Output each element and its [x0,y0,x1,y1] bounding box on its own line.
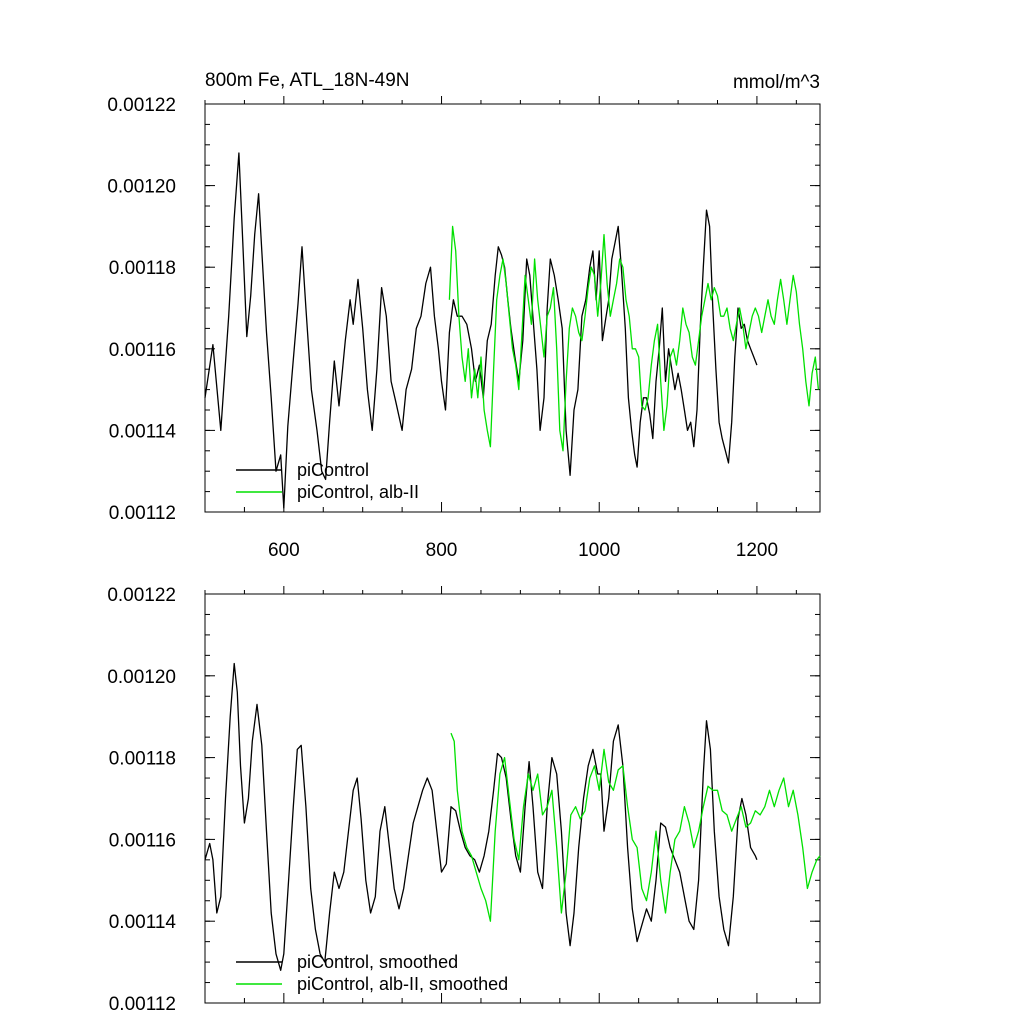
series-line-alb-ii [448,225,820,452]
series-line-picontrol [204,662,758,971]
legend-label: piControl, alb-II, smoothed [297,974,508,994]
panel-bottom: 0.00112 0.00114 0.00116 0.00118 0.00120 0.001… [107,585,821,1015]
legend-label: piControl, smoothed [297,952,458,972]
legend-label: piControl, alb-II [297,482,419,502]
panel1-title: 800m Fe, ATL_18N-49N [205,70,410,91]
x-tick-label: 600 [268,540,300,561]
y-tick-label: 0.00112 [109,503,176,524]
y-tick-label: 0.00114 [109,912,177,933]
x-tick-label: 800 [426,540,458,561]
y-tick-label: 0.00116 [109,340,176,361]
y-tick-label: 0.00116 [109,830,176,851]
x-tick-label: 1000 [578,540,620,561]
series-line-picontrol [204,152,758,509]
y-tick-label: 0.00114 [109,421,177,442]
y-tick-label: 0.00118 [109,258,176,279]
y-tick-label: 0.00120 [107,667,176,688]
y-tick-label: 0.00122 [107,585,176,606]
x-tick-label: 1200 [736,540,778,561]
y-tick-label: 0.00118 [109,749,176,770]
panel-top: 0.00112 0.00114 0.00116 0.00118 0.00120 0.001… [107,95,821,561]
legend-label: piControl [297,460,369,480]
y-tick-label: 0.00122 [107,95,176,116]
panel1-units: mmol/m^3 [733,72,820,93]
y-tick-label: 0.00120 [107,177,176,198]
y-tick-label: 0.00112 [109,994,176,1015]
series-line-alb-ii [450,732,821,922]
